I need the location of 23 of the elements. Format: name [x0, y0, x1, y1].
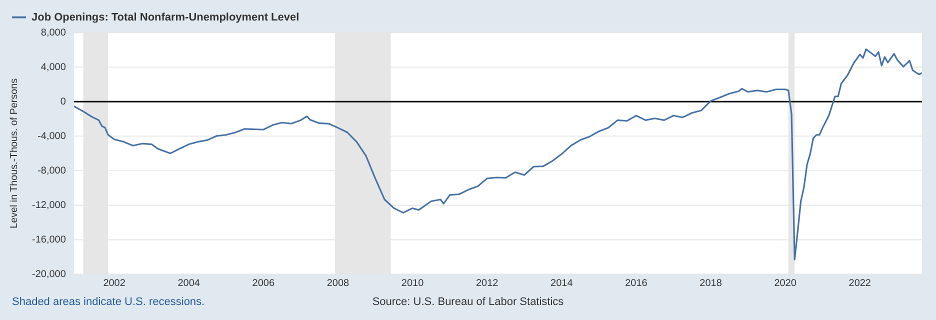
y-tick-label: -16,000	[32, 234, 66, 246]
x-tick-label: 2010	[401, 278, 424, 289]
x-tick-label: 2008	[326, 278, 350, 289]
text: Shaded areas indicate U.S. recessions.	[12, 296, 205, 308]
x-tick-label: 2014	[550, 278, 574, 289]
x-tick-label: 2012	[476, 278, 499, 289]
x-tick-label: 2018	[700, 278, 722, 289]
y-tick-label: 8,000	[40, 27, 66, 38]
x-tick-label: 2006	[252, 278, 276, 289]
x-tick-label: 2004	[178, 278, 200, 289]
y-tick-label: 4,000	[40, 62, 66, 73]
x-tick-label: 2016	[625, 278, 648, 289]
y-tick-label: 0	[60, 96, 66, 108]
y-tick-label: -8,000	[38, 165, 66, 176]
y-tick-label: -4,000	[38, 130, 66, 142]
x-tick-label: 2020	[774, 278, 797, 289]
source-note: Source: U.S. Bureau of Labor Statistics	[372, 296, 564, 308]
x-tick-label: 2002	[103, 278, 126, 289]
legend-label: Job Openings: Total Nonfarm-Unemployment Level	[32, 11, 300, 24]
y-axis-title: Level in Thous.-Thous. of Persons	[8, 78, 20, 228]
x-tick-label: 2022	[848, 278, 872, 289]
y-tick-label: -20,000	[32, 269, 66, 280]
y-tick-label: -12,000	[32, 200, 66, 211]
